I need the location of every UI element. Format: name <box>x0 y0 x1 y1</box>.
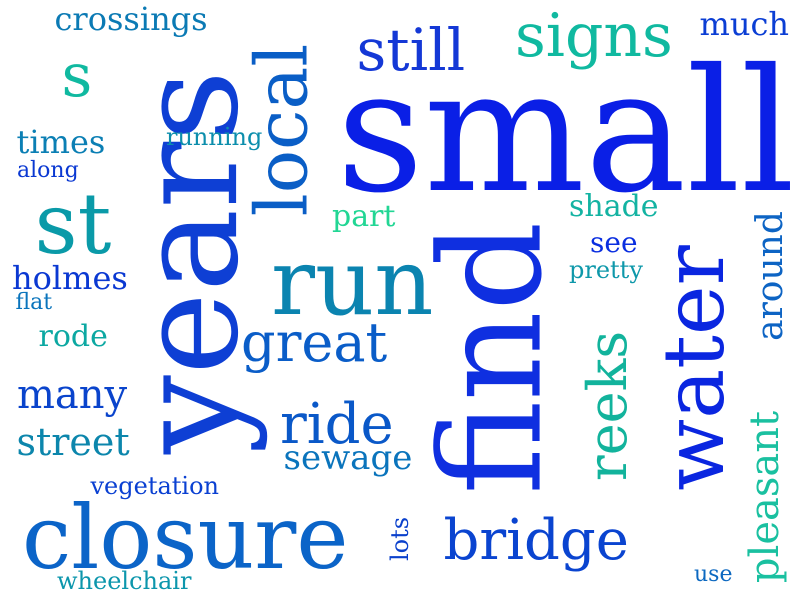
word-wheelchair: wheelchair <box>57 567 192 595</box>
word-ride: ride <box>280 392 394 457</box>
word-crossings: crossings <box>54 0 208 38</box>
word-see: see <box>590 226 638 259</box>
word-holmes: holmes <box>12 259 128 297</box>
word-times: times <box>16 123 106 161</box>
word-sewage: sewage <box>283 438 413 478</box>
word-reeks: reeks <box>576 330 640 482</box>
word-great: great <box>241 311 388 374</box>
word-closure: closure <box>22 486 349 589</box>
word-much: much <box>699 5 789 43</box>
word-around: around <box>749 211 791 341</box>
word-rode: rode <box>38 319 108 354</box>
word-still: still <box>356 16 466 84</box>
word-bridge: bridge <box>443 508 629 573</box>
word-use: use <box>694 562 733 587</box>
word-run: run <box>271 229 434 336</box>
word-shade: shade <box>569 189 659 224</box>
word-many: many <box>17 372 128 418</box>
word-part: part <box>332 199 396 234</box>
word-signs: signs <box>515 1 673 71</box>
word-vegetation: vegetation <box>90 472 220 500</box>
word-pretty: pretty <box>569 256 643 284</box>
word-flat: flat <box>15 290 53 315</box>
word-pleasant: pleasant <box>742 410 789 584</box>
word-water: water <box>644 245 743 491</box>
word-along: along <box>17 158 79 183</box>
word-lots: lots <box>386 516 415 562</box>
word-s: s <box>61 41 93 111</box>
word-st: st <box>34 175 112 273</box>
word-find: find <box>410 221 574 495</box>
word-running: running <box>166 123 263 151</box>
word-street: street <box>16 420 130 464</box>
word-small: small <box>336 33 796 231</box>
